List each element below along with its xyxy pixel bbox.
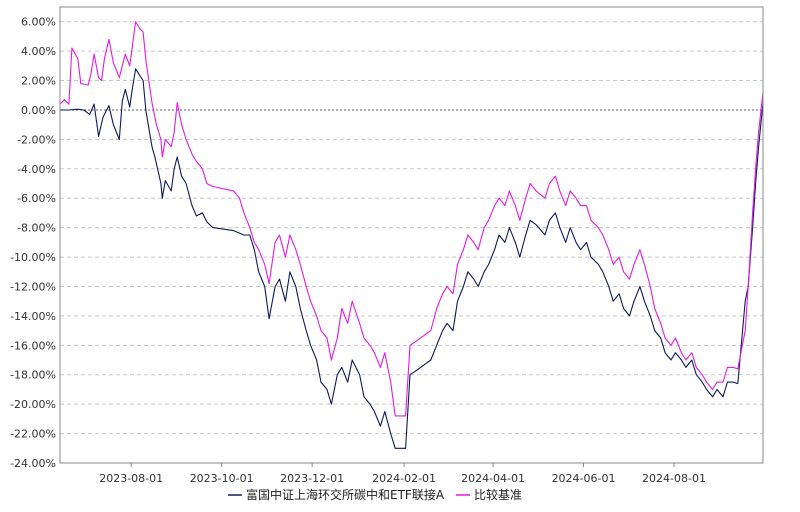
x-tick-label: 2024-06-01 <box>552 472 616 485</box>
legend-label: 富国中证上海环交所碳中和ETF联接A <box>246 487 445 502</box>
x-tick-label: 2024-04-01 <box>461 472 525 485</box>
y-tick-label: 0.00% <box>21 104 56 117</box>
y-axis-tick-labels: 6.00% 4.00% 2.00% 0.00% -2.00% -4.00% -6.00% -8… <box>10 16 56 470</box>
y-tick-label: -4.00% <box>17 163 56 176</box>
fund-series-line <box>60 68 764 449</box>
y-tick-label: -10.00% <box>10 251 56 264</box>
x-tick-label: 2024-02-01 <box>372 472 436 485</box>
y-tick-label: -22.00% <box>10 428 56 441</box>
series-lines <box>59 21 764 449</box>
y-tick-label: -20.00% <box>10 398 56 411</box>
grid-lines <box>60 21 763 464</box>
plot-area-frame <box>59 6 764 464</box>
x-tick-label: 2023-08-01 <box>99 472 163 485</box>
y-tick-label: 6.00% <box>21 16 56 29</box>
y-tick-label: -2.00% <box>17 133 56 146</box>
legend: 富国中证上海环交所碳中和ETF联接A 比较基准 <box>228 487 522 502</box>
y-tick-label: 2.00% <box>21 75 56 88</box>
x-tick-label: 2024-08-01 <box>642 472 706 485</box>
y-tick-label: -12.00% <box>10 280 56 293</box>
x-axis-tick-labels: 2023-08-01 2023-10-01 2023-12-01 2024-02-01… <box>99 463 706 485</box>
x-tick-label: 2023-10-01 <box>190 472 254 485</box>
y-tick-label: -24.00% <box>10 457 56 470</box>
benchmark-series-line <box>59 21 764 417</box>
y-tick-label: -16.00% <box>10 339 56 352</box>
y-tick-label: -8.00% <box>17 222 56 235</box>
y-tick-label: 4.00% <box>21 45 56 58</box>
x-tick-label: 2023-12-01 <box>280 472 344 485</box>
legend-label: 比较基准 <box>474 487 522 502</box>
y-tick-label: -6.00% <box>17 192 56 205</box>
y-tick-label: -14.00% <box>10 310 56 323</box>
y-tick-label: -18.00% <box>10 369 56 382</box>
